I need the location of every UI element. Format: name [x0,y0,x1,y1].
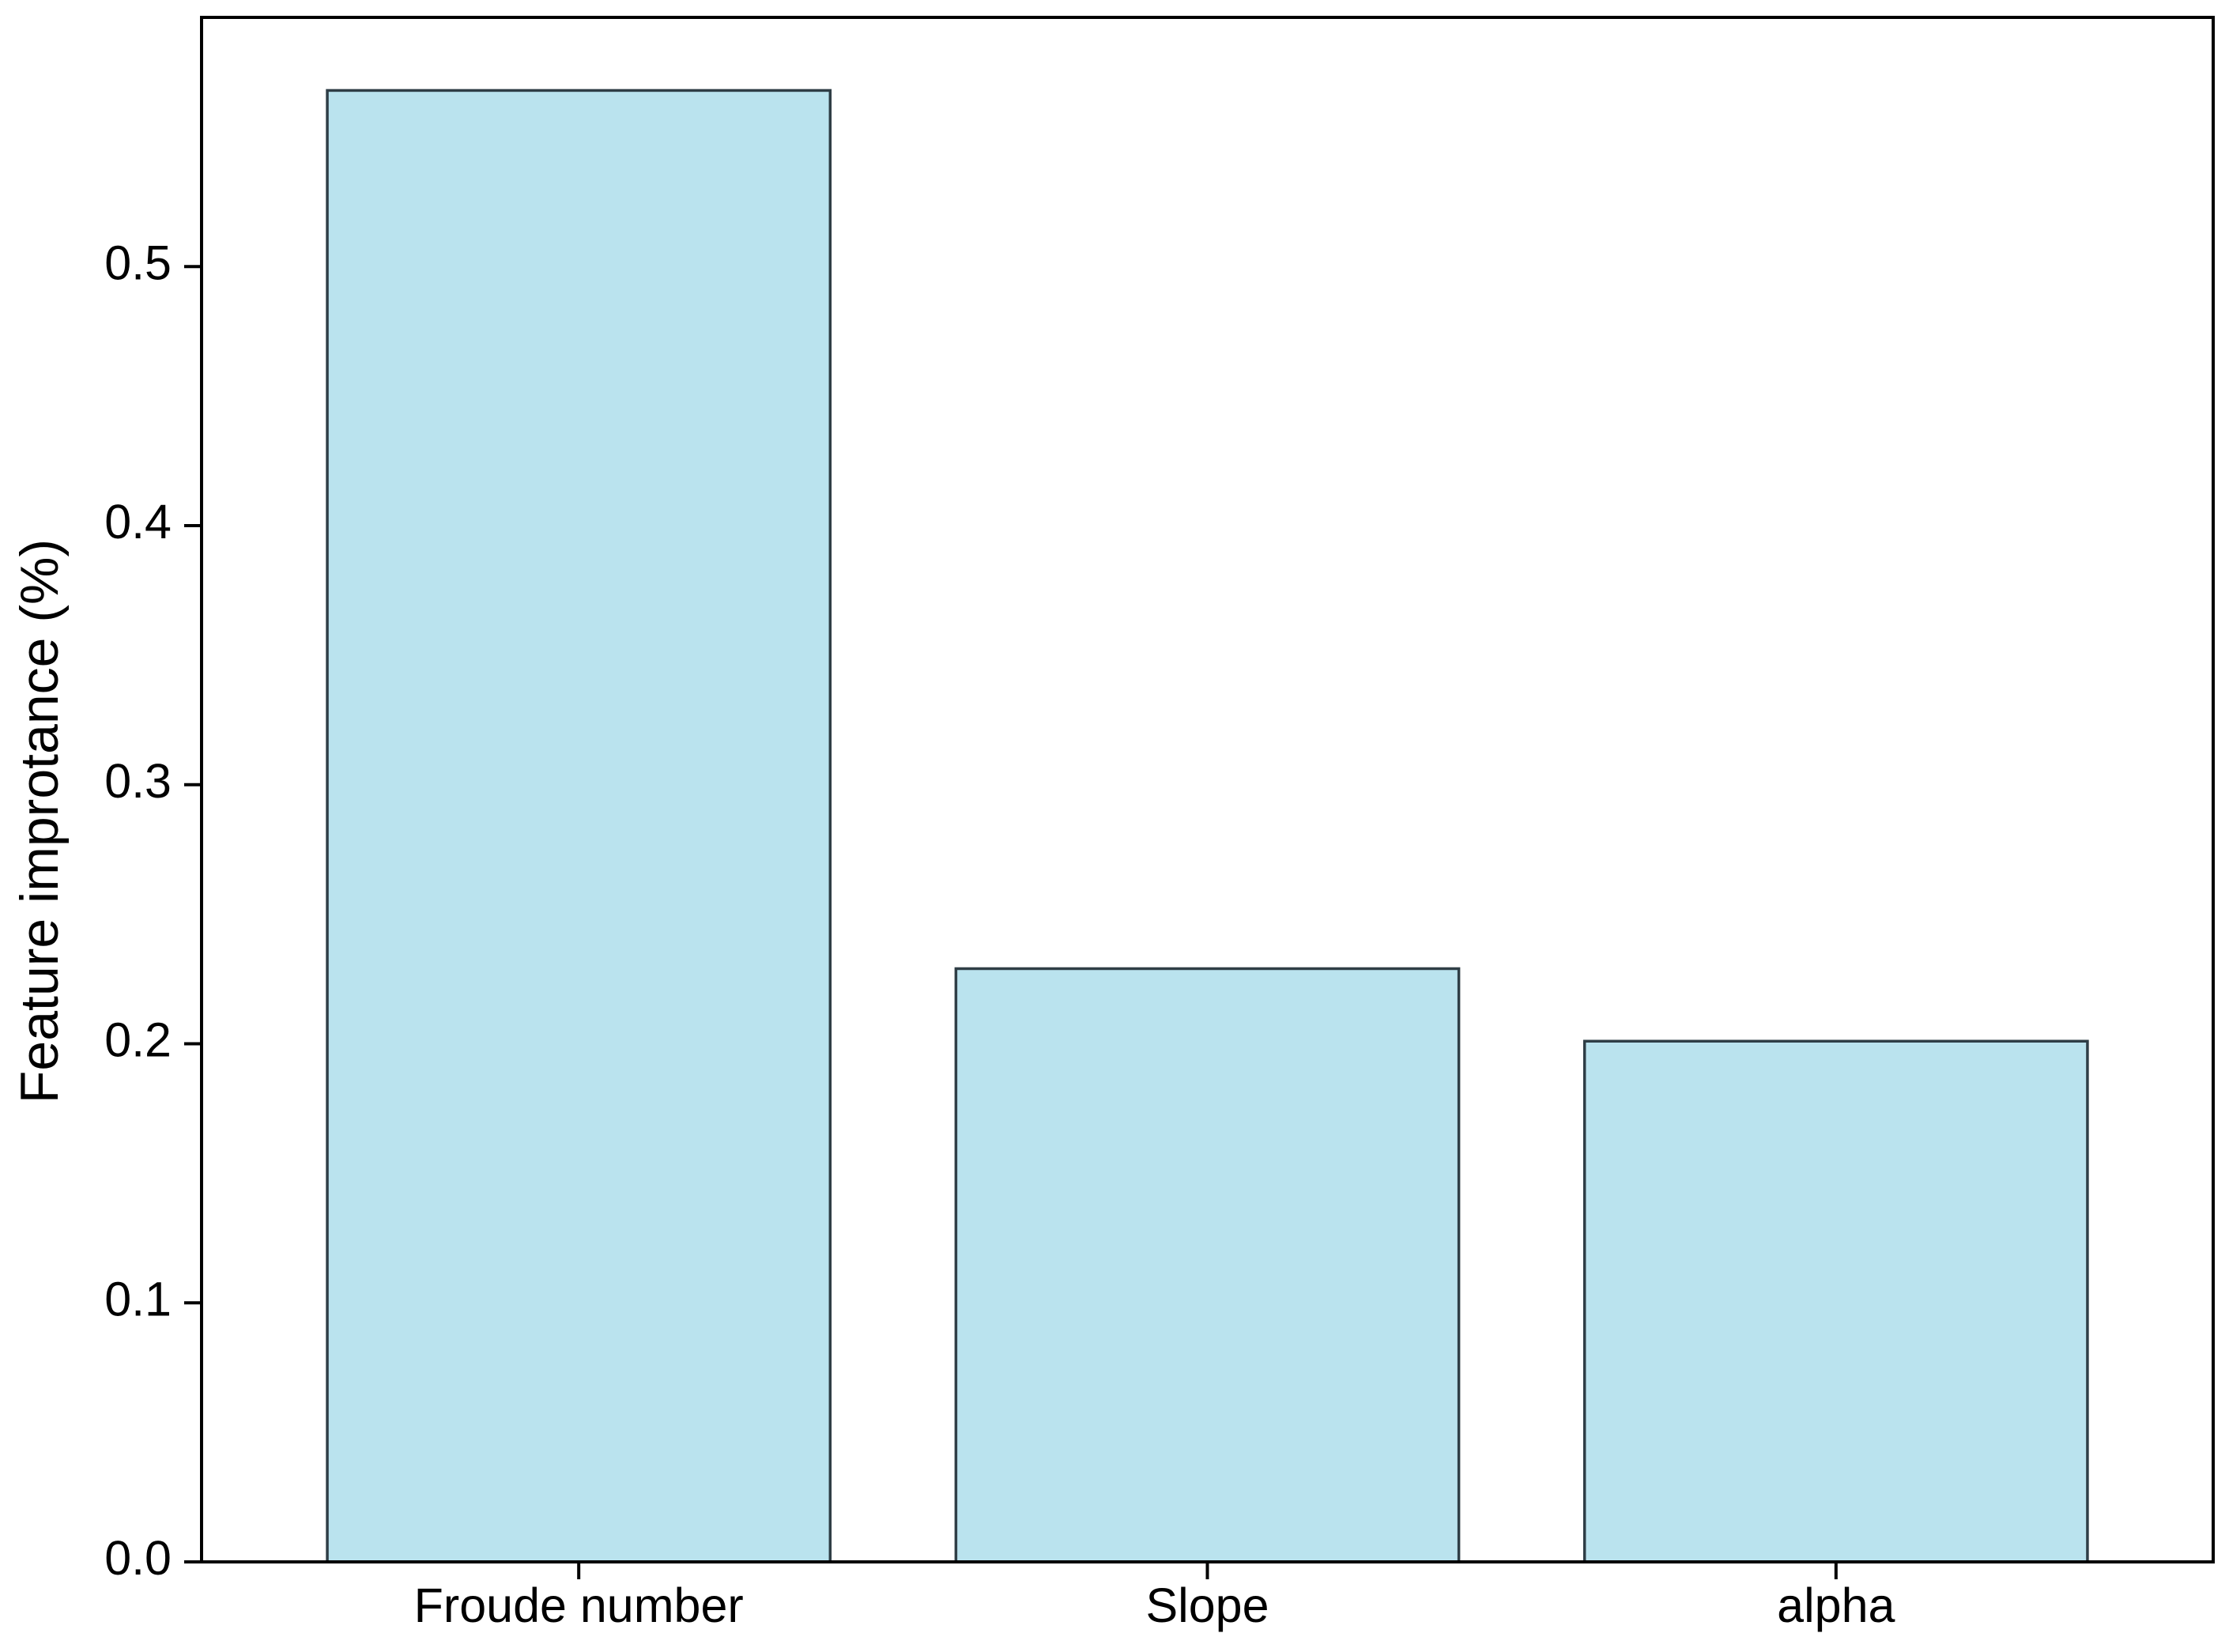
bar-slope [954,967,1461,1563]
x-axis: Froude number Slope alpha [414,1562,1895,1632]
y-tick-label: 0.5 [104,236,172,289]
y-tick-label: 0.2 [104,1013,172,1067]
y-tick-label: 0.4 [104,495,172,549]
y-axis: 0.0 0.1 0.2 0.3 0.4 0.5 [104,236,202,1585]
x-tick-label: alpha [1777,1578,1895,1632]
y-tick-label: 0.0 [104,1531,172,1585]
y-tick-label: 0.3 [104,754,172,808]
x-tick-label: Froude number [414,1578,744,1632]
bars-layer [326,89,2089,1563]
y-tick-label: 0.1 [104,1272,172,1326]
bar-alpha [1582,1039,2089,1563]
y-axis-title: Feature improtance (%) [9,539,70,1103]
x-tick-label: Slope [1145,1578,1269,1632]
bar-froude-number [326,89,832,1563]
